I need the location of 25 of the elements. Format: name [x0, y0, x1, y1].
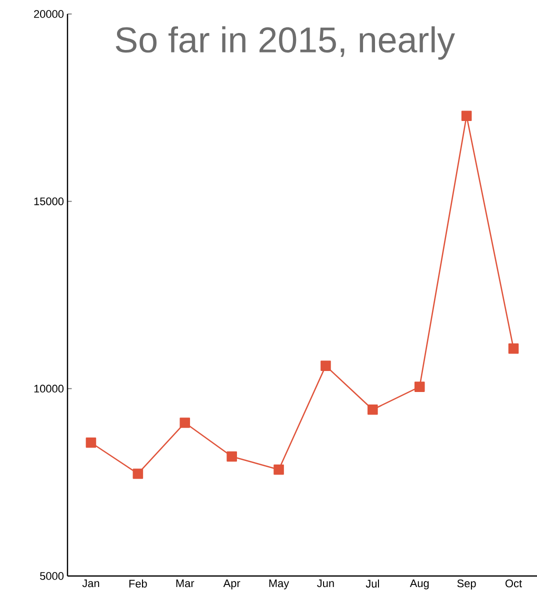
chart-title: So far in 2015, nearly — [116, 26, 455, 60]
y-tick-label: 10000 — [34, 384, 64, 393]
point — [508, 343, 519, 354]
x-tick-label: Apr — [223, 580, 240, 590]
x-tick-label: Sep — [457, 580, 476, 590]
point — [226, 451, 237, 462]
y-tick-label: 5000 — [40, 572, 64, 580]
x-tick-label: Mar — [176, 580, 194, 588]
point — [414, 382, 425, 392]
x-tick-label: Aug — [410, 580, 429, 590]
y-tick-label: 20000 — [34, 10, 64, 18]
x-tick-label: Jan — [82, 580, 100, 588]
point — [320, 360, 331, 371]
x-tick-label: Jun — [317, 580, 334, 588]
y-tick-label: 15000 — [34, 197, 64, 206]
x-tick-label: Oct — [506, 580, 522, 588]
point — [368, 404, 378, 415]
x-tick-label: Jul — [366, 580, 379, 588]
point — [180, 418, 190, 428]
x-tick-label: May — [269, 580, 290, 590]
x-tick-label: Feb — [129, 580, 147, 588]
point — [86, 437, 96, 448]
point — [274, 464, 284, 475]
point — [461, 110, 472, 122]
point — [132, 468, 144, 479]
